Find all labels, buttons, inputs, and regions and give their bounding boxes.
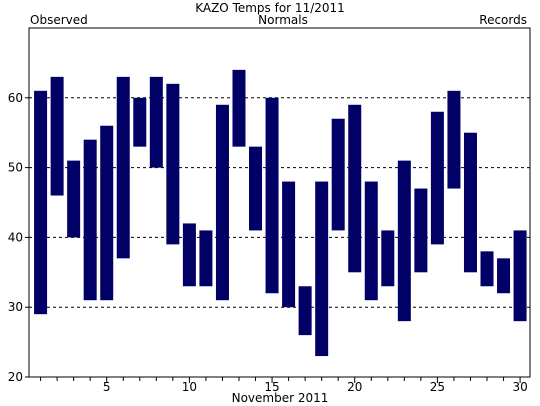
bar-day-29 [497, 258, 511, 294]
bar-day-8 [149, 76, 163, 168]
bar-day-18 [315, 181, 329, 357]
bar-day-4 [83, 139, 97, 301]
bar-day-16 [282, 181, 296, 308]
bar-day-7 [133, 97, 147, 147]
bar-day-19 [331, 118, 345, 231]
bar-day-3 [67, 160, 81, 238]
bar-day-26 [447, 90, 461, 189]
bar-day-28 [480, 251, 494, 287]
y-tick-label-20: 20 [8, 370, 23, 384]
x-tick-label-5: 5 [103, 380, 111, 394]
y-tick-label-60: 60 [8, 91, 23, 105]
bar-day-30 [513, 230, 527, 322]
bar-day-1 [34, 90, 48, 315]
legend-records: Records [479, 13, 527, 27]
bar-day-27 [463, 132, 477, 273]
x-tick-label-30: 30 [512, 380, 527, 394]
bar-day-20 [348, 104, 362, 273]
chart-title: KAZO Temps for 11/2011 [195, 1, 345, 15]
bar-day-24 [414, 188, 428, 273]
bar-day-12 [215, 104, 229, 301]
x-tick-label-25: 25 [430, 380, 445, 394]
y-tick-label-50: 50 [8, 161, 23, 175]
bar-day-11 [199, 230, 213, 287]
x-tick-label-15: 15 [264, 380, 279, 394]
bar-day-6 [116, 76, 130, 259]
y-tick-label-30: 30 [8, 300, 23, 314]
bar-day-23 [397, 160, 411, 322]
bar-day-21 [364, 181, 378, 301]
bar-day-15 [265, 97, 279, 294]
x-tick-label-10: 10 [182, 380, 197, 394]
legend-observed: Observed [30, 13, 88, 27]
legend-normals: Normals [258, 13, 308, 27]
bar-day-10 [182, 223, 196, 287]
bar-day-13 [232, 69, 246, 147]
y-tick-label-40: 40 [8, 230, 23, 244]
bar-day-25 [430, 111, 444, 245]
bar-day-2 [50, 76, 64, 196]
bars [34, 69, 527, 357]
bar-day-22 [381, 230, 395, 287]
ticks: 5 10 15 20 25 30 20 30 40 50 60 [8, 91, 528, 394]
plot-frame [28, 27, 531, 378]
bar-day-17 [298, 286, 312, 336]
bar-day-5 [100, 125, 114, 301]
x-tick-label-20: 20 [347, 380, 362, 394]
bar-day-14 [249, 146, 263, 231]
x-axis-label: November 2011 [232, 391, 329, 405]
bar-day-9 [166, 83, 180, 245]
